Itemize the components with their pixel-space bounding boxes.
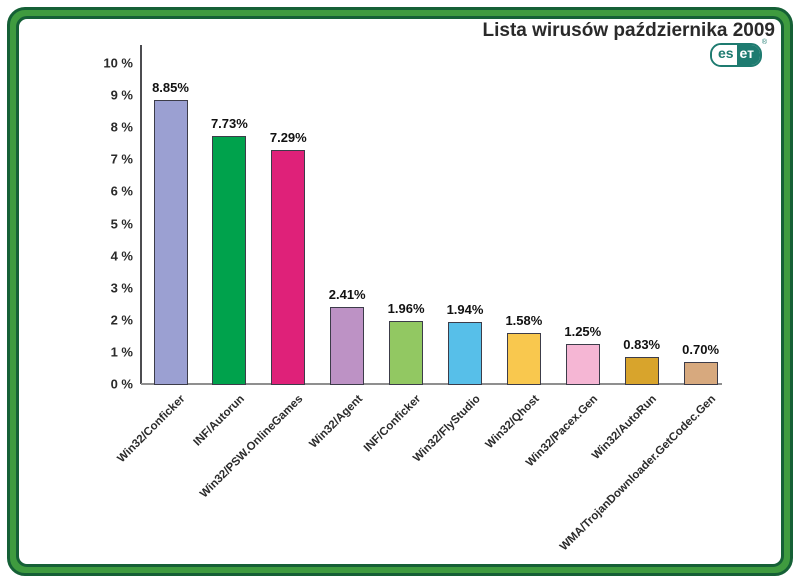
bar <box>330 306 365 385</box>
bar <box>212 135 247 385</box>
eset-logo-et: ет <box>736 45 760 65</box>
bar-value-label: 0.83% <box>623 337 661 353</box>
bar-value-label: 1.94% <box>446 301 484 317</box>
bar <box>153 99 188 385</box>
y-axis-line <box>140 45 142 384</box>
y-tick-label: 2 % <box>110 312 133 328</box>
bar <box>389 321 424 385</box>
y-tick-label: 9 % <box>110 87 133 103</box>
y-tick-label: 4 % <box>110 248 133 264</box>
y-tick-label: 1 % <box>110 344 133 360</box>
bar-value-label: 1.25% <box>564 323 602 339</box>
y-tick-label: 0 % <box>110 376 133 392</box>
bar-value-label: 2.41% <box>328 286 366 302</box>
bar <box>448 321 482 385</box>
bar <box>683 361 718 385</box>
bar-value-label: 1.96% <box>387 301 425 317</box>
bar-value-label: 7.29% <box>269 129 307 145</box>
bar <box>565 343 600 385</box>
y-tick-label: 7 % <box>110 151 133 167</box>
eset-logo: es ет <box>709 43 762 67</box>
x-axis-line <box>141 383 722 385</box>
bar-value-label: 8.85% <box>152 79 189 95</box>
bar <box>506 333 541 385</box>
registered-trademark-icon: ® <box>761 39 767 46</box>
y-tick-label: 5 % <box>110 216 133 231</box>
y-tick-label: 3 % <box>110 280 133 296</box>
bar-value-label: 7.73% <box>210 115 248 131</box>
bar <box>624 357 659 385</box>
decorative-frame <box>7 7 793 576</box>
bar-value-label: 1.58% <box>505 313 543 329</box>
bar-value-label: 0.70% <box>682 341 720 357</box>
chart-title: Lista wirusów października 2009 <box>482 20 776 41</box>
bar <box>271 149 306 385</box>
eset-logo-es: es <box>711 45 737 65</box>
y-tick-label: 8 % <box>110 119 133 135</box>
y-tick-label: 6 % <box>110 183 133 199</box>
chart-panel <box>16 16 784 567</box>
y-tick-label: 10 % <box>103 55 133 71</box>
